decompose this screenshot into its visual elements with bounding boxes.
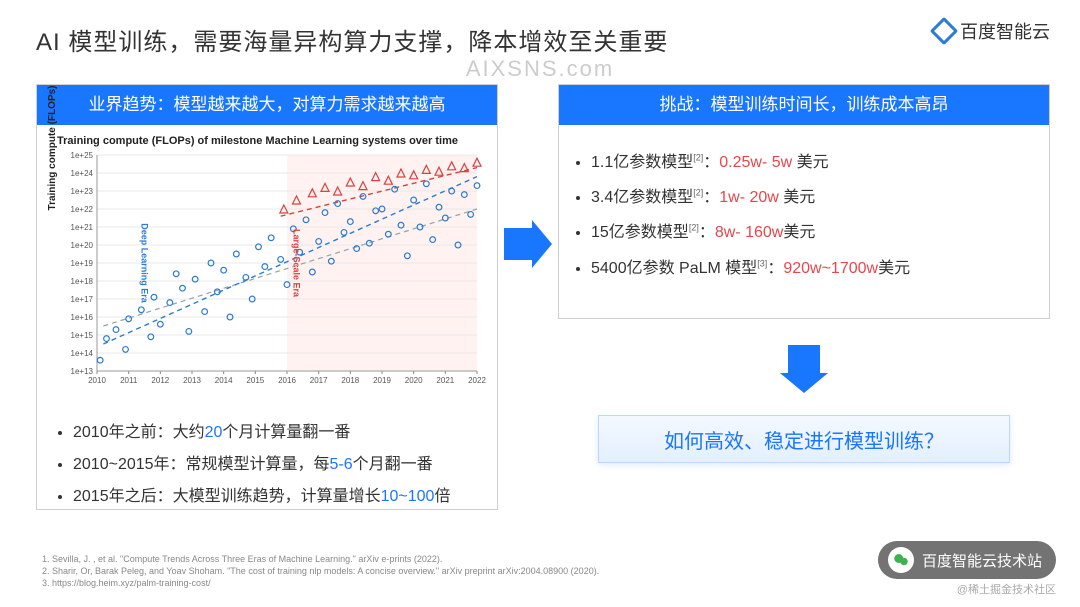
watermark-text: AIXSNS.com bbox=[466, 56, 614, 82]
svg-text:Deep Learning Era: Deep Learning Era bbox=[140, 223, 150, 304]
svg-text:2018: 2018 bbox=[341, 376, 359, 385]
svg-text:2019: 2019 bbox=[373, 376, 391, 385]
wechat-label: 百度智能云技术站 bbox=[922, 550, 1042, 571]
right-bullet-item: 15亿参数模型[2]：8w- 160w美元 bbox=[591, 215, 1029, 250]
svg-text:1e+17: 1e+17 bbox=[71, 295, 94, 304]
svg-text:1e+19: 1e+19 bbox=[71, 259, 94, 268]
svg-text:2016: 2016 bbox=[278, 376, 296, 385]
right-bullet-list: 1.1亿参数模型[2]：0.25w- 5w 美元3.4亿参数模型[2]：1w- … bbox=[559, 125, 1049, 286]
svg-text:1e+14: 1e+14 bbox=[71, 349, 94, 358]
left-panel: 业界趋势：模型越来越大，对算力需求越来越高 Training compute (… bbox=[36, 84, 498, 510]
svg-text:1e+25: 1e+25 bbox=[71, 151, 94, 160]
brand-logo: 百度智能云 bbox=[934, 18, 1050, 44]
svg-text:2015: 2015 bbox=[246, 376, 264, 385]
svg-text:2010: 2010 bbox=[88, 376, 106, 385]
svg-text:2021: 2021 bbox=[436, 376, 454, 385]
arrow-down-icon bbox=[780, 345, 828, 393]
left-bullet-item: 2015年之后：大模型训练趋势，计算量增长10~100倍 bbox=[73, 481, 487, 513]
svg-text:2014: 2014 bbox=[215, 376, 233, 385]
svg-text:1e+15: 1e+15 bbox=[71, 331, 94, 340]
svg-text:2020: 2020 bbox=[405, 376, 423, 385]
citation-item: Sharir, Or, Barak Peleg, and Yoav Shoham… bbox=[52, 565, 599, 577]
svg-text:1e+21: 1e+21 bbox=[71, 223, 94, 232]
svg-text:2017: 2017 bbox=[310, 376, 328, 385]
svg-text:1e+18: 1e+18 bbox=[71, 277, 94, 286]
left-panel-header: 业界趋势：模型越来越大，对算力需求越来越高 bbox=[37, 85, 497, 125]
citation-item: https://blog.heim.xyz/palm-training-cost… bbox=[52, 577, 599, 589]
svg-text:1e+23: 1e+23 bbox=[71, 187, 94, 196]
brand-text: 百度智能云 bbox=[960, 18, 1050, 44]
right-panel: 挑战：模型训练时间长，训练成本高昂 1.1亿参数模型[2]：0.25w- 5w … bbox=[558, 84, 1050, 319]
left-bullet-item: 2010~2015年：常规模型计算量，每5-6个月翻一番 bbox=[73, 449, 487, 481]
svg-text:2011: 2011 bbox=[120, 376, 138, 385]
chart-title: Training compute (FLOPs) of milestone Ma… bbox=[57, 135, 491, 147]
left-bullet-list: 2010年之前：大约20个月计算量翻一番2010~2015年：常规模型计算量，每… bbox=[55, 417, 487, 513]
citation-item: Sevilla, J. , et al. "Compute Trends Acr… bbox=[52, 553, 599, 565]
right-bullet-item: 1.1亿参数模型[2]：0.25w- 5w 美元 bbox=[591, 145, 1029, 180]
svg-text:2022: 2022 bbox=[468, 376, 486, 385]
wechat-badge: 百度智能云技术站 bbox=[878, 541, 1056, 579]
svg-text:1e+16: 1e+16 bbox=[71, 313, 94, 322]
svg-text:1e+13: 1e+13 bbox=[71, 367, 94, 376]
question-callout: 如何高效、稳定进行模型训练？ bbox=[598, 415, 1010, 463]
right-panel-header: 挑战：模型训练时间长，训练成本高昂 bbox=[559, 85, 1049, 125]
chart-container: Training compute (FLOPs) of milestone Ma… bbox=[37, 125, 497, 410]
svg-text:2012: 2012 bbox=[151, 376, 169, 385]
wechat-icon bbox=[888, 547, 914, 573]
svg-text:1e+22: 1e+22 bbox=[71, 205, 94, 214]
community-badge: @稀土掘金技术社区 bbox=[957, 581, 1056, 597]
right-bullet-item: 3.4亿参数模型[2]：1w- 20w 美元 bbox=[591, 180, 1029, 215]
citation-list: Sevilla, J. , et al. "Compute Trends Acr… bbox=[36, 553, 599, 589]
scatter-chart: 1e+13 1e+14 1e+15 1e+16 1e+17 1e+18 1e+19 1e+20… bbox=[53, 149, 491, 397]
left-bullet-item: 2010年之前：大约20个月计算量翻一番 bbox=[73, 417, 487, 449]
right-bullet-item: 5400亿参数 PaLM 模型[3]：920w~1700w美元 bbox=[591, 251, 1029, 286]
svg-text:1e+20: 1e+20 bbox=[71, 241, 94, 250]
svg-text:2013: 2013 bbox=[183, 376, 201, 385]
arrow-right-icon bbox=[504, 220, 552, 268]
slide-title: AI 模型训练，需要海量异构算力支撑，降本增效至关重要 bbox=[36, 22, 668, 57]
chart-area: Training compute (FLOPs) 1e+131e+141e+15… bbox=[53, 149, 491, 397]
baidu-cloud-icon bbox=[930, 17, 958, 45]
svg-text:Large-Scale Era: Large-Scale Era bbox=[292, 229, 302, 298]
svg-text:1e+24: 1e+24 bbox=[71, 169, 94, 178]
